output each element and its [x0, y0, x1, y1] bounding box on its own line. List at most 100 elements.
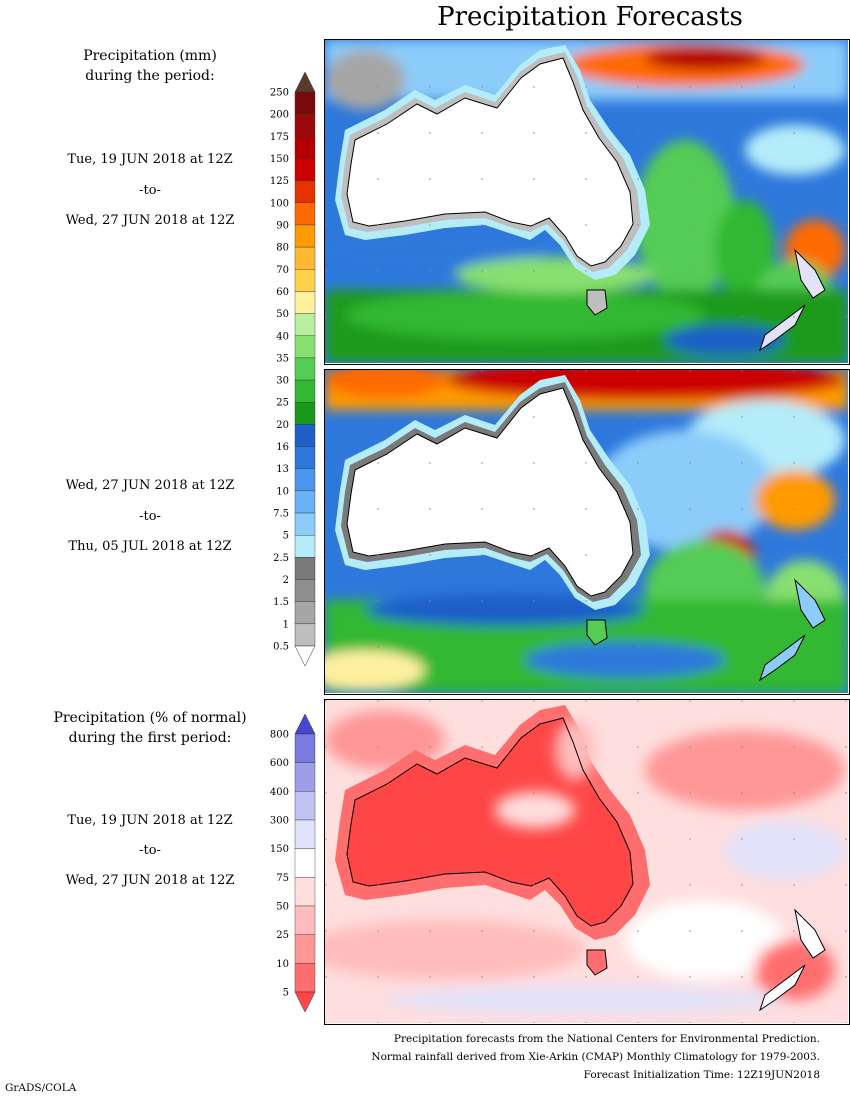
mm-colorbar-segment — [294, 557, 316, 580]
mm-colorbar-segment — [294, 468, 316, 492]
mm-colorbar-segment — [294, 446, 316, 469]
mm-colorbar-segment — [294, 136, 316, 159]
footer-line1: Precipitation forecasts from the Nationa… — [393, 1033, 820, 1045]
pct-colorbar-segment — [294, 963, 316, 993]
period1-start: Tue, 19 JUN 2018 at 12Z — [67, 152, 233, 167]
pct-colorbar-tick-label: 150 — [270, 844, 289, 855]
mm-colorbar-tick-label: 200 — [270, 110, 289, 121]
legend-mm-heading-line1: Precipitation (mm) — [83, 48, 217, 64]
mm-colorbar-segment — [294, 490, 316, 514]
period2-to: -to- — [139, 509, 161, 524]
pct-colorbar-segment — [294, 762, 316, 792]
pct-colorbar-tick-label: 300 — [270, 816, 289, 827]
mm-colorbar-segment — [294, 180, 316, 203]
mm-colorbar-segment — [294, 202, 316, 226]
pct-colorbar-segment — [294, 819, 316, 849]
mm-colorbar-tick-label: 2.5 — [273, 553, 289, 564]
footer-line3: Forecast Initialization Time: 12Z19JUN20… — [583, 1069, 820, 1081]
pct-colorbar-tick-label: 10 — [276, 959, 289, 970]
pct-colorbar-bottom-arrow — [294, 991, 316, 1013]
map-panel-period2 — [324, 369, 850, 695]
mm-colorbar-bottom-arrow — [294, 645, 316, 667]
mm-colorbar-segment — [294, 512, 316, 536]
mm-colorbar-segment — [294, 379, 316, 403]
precip-mm-colorbar: 2502001751501251009080706050403530252016… — [270, 71, 316, 667]
legend-pct-heading-line1: Precipitation (% of normal) — [53, 710, 247, 726]
mm-colorbar-tick-label: 5 — [283, 531, 289, 542]
legend-pct-heading-line2: during the first period: — [68, 730, 232, 747]
legend-mm-heading: Precipitation (mm) during the period: — [40, 46, 260, 87]
mm-colorbar-tick-label: 175 — [270, 132, 289, 143]
pct-colorbar-segment — [294, 905, 316, 935]
map-period1 — [325, 40, 848, 363]
pct-colorbar-segment — [294, 733, 316, 763]
pct-colorbar-tick-label: 5 — [283, 988, 289, 999]
pct-colorbar-tick-label: 400 — [270, 787, 289, 798]
legend-pct-heading: Precipitation (% of normal) during the f… — [30, 708, 270, 749]
mm-colorbar-top-arrow — [294, 71, 316, 93]
mm-colorbar-segment — [294, 535, 316, 558]
map-period2 — [325, 370, 848, 693]
period1-to: -to- — [139, 183, 161, 198]
period2-start: Wed, 27 JUN 2018 at 12Z — [65, 478, 235, 493]
mm-colorbar-tick-label: 40 — [276, 331, 289, 342]
mm-colorbar-tick-label: 35 — [276, 353, 289, 364]
mm-colorbar-tick-label: 2 — [283, 575, 289, 586]
mm-colorbar-segment — [294, 623, 316, 647]
mm-colorbar-tick-label: 250 — [270, 88, 289, 99]
pct-colorbar-top-arrow — [294, 713, 316, 735]
mm-colorbar-segment — [294, 269, 316, 292]
legend-mm-heading-line2: during the period: — [85, 68, 215, 85]
pct-colorbar-tick-label: 800 — [270, 730, 289, 741]
mm-colorbar-tick-label: 100 — [270, 198, 289, 209]
period3-start: Tue, 19 JUN 2018 at 12Z — [67, 813, 233, 828]
mm-colorbar-segment — [294, 424, 316, 447]
map-panel-pct-normal — [324, 699, 850, 1025]
mm-colorbar-segment — [294, 291, 316, 314]
mm-colorbar-tick-label: 0.5 — [273, 642, 289, 653]
mm-colorbar-segment — [294, 91, 316, 115]
mm-colorbar-segment — [294, 113, 316, 137]
mm-colorbar-tick-label: 1 — [283, 619, 289, 630]
mm-colorbar-segment — [294, 579, 316, 602]
mm-colorbar-segment — [294, 335, 316, 359]
mm-colorbar-tick-label: 60 — [276, 287, 289, 298]
map-panel-period1 — [324, 39, 850, 365]
pct-colorbar-tick-label: 50 — [276, 902, 289, 913]
mm-colorbar-segment — [294, 402, 316, 425]
pct-colorbar-tick-label: 600 — [270, 758, 289, 769]
mm-colorbar-tick-label: 90 — [276, 220, 289, 231]
period3-to: -to- — [139, 843, 161, 858]
mm-colorbar-segment — [294, 246, 316, 270]
mm-colorbar-tick-label: 25 — [276, 398, 289, 409]
mm-colorbar-tick-label: 7.5 — [273, 509, 289, 520]
mm-colorbar-tick-label: 13 — [276, 464, 289, 475]
mm-colorbar-tick-label: 30 — [276, 376, 289, 387]
mm-colorbar-tick-label: 1.5 — [273, 597, 289, 608]
period3-end: Wed, 27 JUN 2018 at 12Z — [65, 873, 235, 888]
period1-end: Wed, 27 JUN 2018 at 12Z — [65, 213, 235, 228]
pct-colorbar-tick-label: 75 — [276, 873, 289, 884]
mm-colorbar-tick-label: 20 — [276, 420, 289, 431]
pct-colorbar-segment — [294, 934, 316, 964]
mm-colorbar-tick-label: 80 — [276, 243, 289, 254]
pct-colorbar-segment — [294, 848, 316, 878]
mm-colorbar-tick-label: 16 — [276, 442, 289, 453]
mm-colorbar-tick-label: 125 — [270, 176, 289, 187]
mm-colorbar-segment — [294, 313, 316, 336]
mm-colorbar-segment — [294, 601, 316, 625]
mm-colorbar-tick-label: 70 — [276, 265, 289, 276]
precip-pct-colorbar: 800 600 400 300 150 75 50 25 10 5 — [270, 713, 316, 1013]
footer-line2: Normal rainfall derived from Xie-Arkin (… — [371, 1051, 820, 1063]
mm-colorbar-tick-label: 150 — [270, 154, 289, 165]
mm-colorbar-tick-label: 10 — [276, 486, 289, 497]
mm-colorbar-tick-label: 50 — [276, 309, 289, 320]
period2-end: Thu, 05 JUL 2018 at 12Z — [68, 539, 232, 554]
mm-colorbar-segment — [294, 158, 316, 181]
page-title: Precipitation Forecasts — [437, 2, 743, 32]
pct-colorbar-tick-label: 25 — [276, 930, 289, 941]
mm-colorbar-segment — [294, 357, 316, 381]
pct-colorbar-segment — [294, 877, 316, 907]
map-pct-normal — [325, 700, 848, 1023]
pct-colorbar-segment — [294, 791, 316, 821]
